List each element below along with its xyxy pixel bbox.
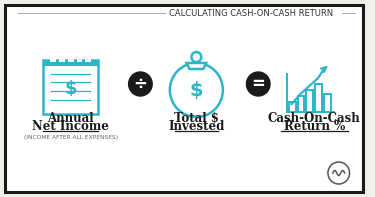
- FancyBboxPatch shape: [5, 5, 363, 192]
- FancyBboxPatch shape: [43, 60, 98, 66]
- Text: $: $: [64, 80, 77, 98]
- Text: Cash-On-Cash: Cash-On-Cash: [268, 112, 361, 125]
- Circle shape: [328, 162, 350, 184]
- FancyBboxPatch shape: [86, 53, 92, 62]
- Text: Total $: Total $: [174, 112, 219, 125]
- Circle shape: [170, 63, 223, 117]
- Circle shape: [129, 72, 152, 96]
- Text: =: =: [251, 75, 265, 93]
- Text: ÷: ÷: [134, 74, 147, 93]
- FancyBboxPatch shape: [315, 84, 322, 112]
- Polygon shape: [186, 63, 206, 69]
- Text: Invested: Invested: [168, 121, 225, 134]
- FancyBboxPatch shape: [43, 60, 98, 114]
- Text: Net Income: Net Income: [32, 121, 109, 134]
- Text: Return %: Return %: [284, 121, 345, 134]
- FancyBboxPatch shape: [289, 102, 296, 112]
- FancyBboxPatch shape: [50, 53, 56, 62]
- FancyBboxPatch shape: [68, 53, 74, 62]
- Circle shape: [246, 72, 270, 96]
- Text: Annual: Annual: [47, 112, 94, 125]
- FancyBboxPatch shape: [306, 90, 313, 112]
- Circle shape: [192, 52, 201, 62]
- Text: $: $: [189, 81, 203, 99]
- Text: CALCULATING CASH-ON-CASH RETURN: CALCULATING CASH-ON-CASH RETURN: [169, 8, 333, 18]
- FancyBboxPatch shape: [324, 94, 331, 112]
- Text: (INCOME AFTER ALL EXPENSES): (INCOME AFTER ALL EXPENSES): [24, 135, 118, 139]
- FancyBboxPatch shape: [297, 96, 304, 112]
- FancyBboxPatch shape: [76, 53, 82, 62]
- FancyBboxPatch shape: [59, 53, 65, 62]
